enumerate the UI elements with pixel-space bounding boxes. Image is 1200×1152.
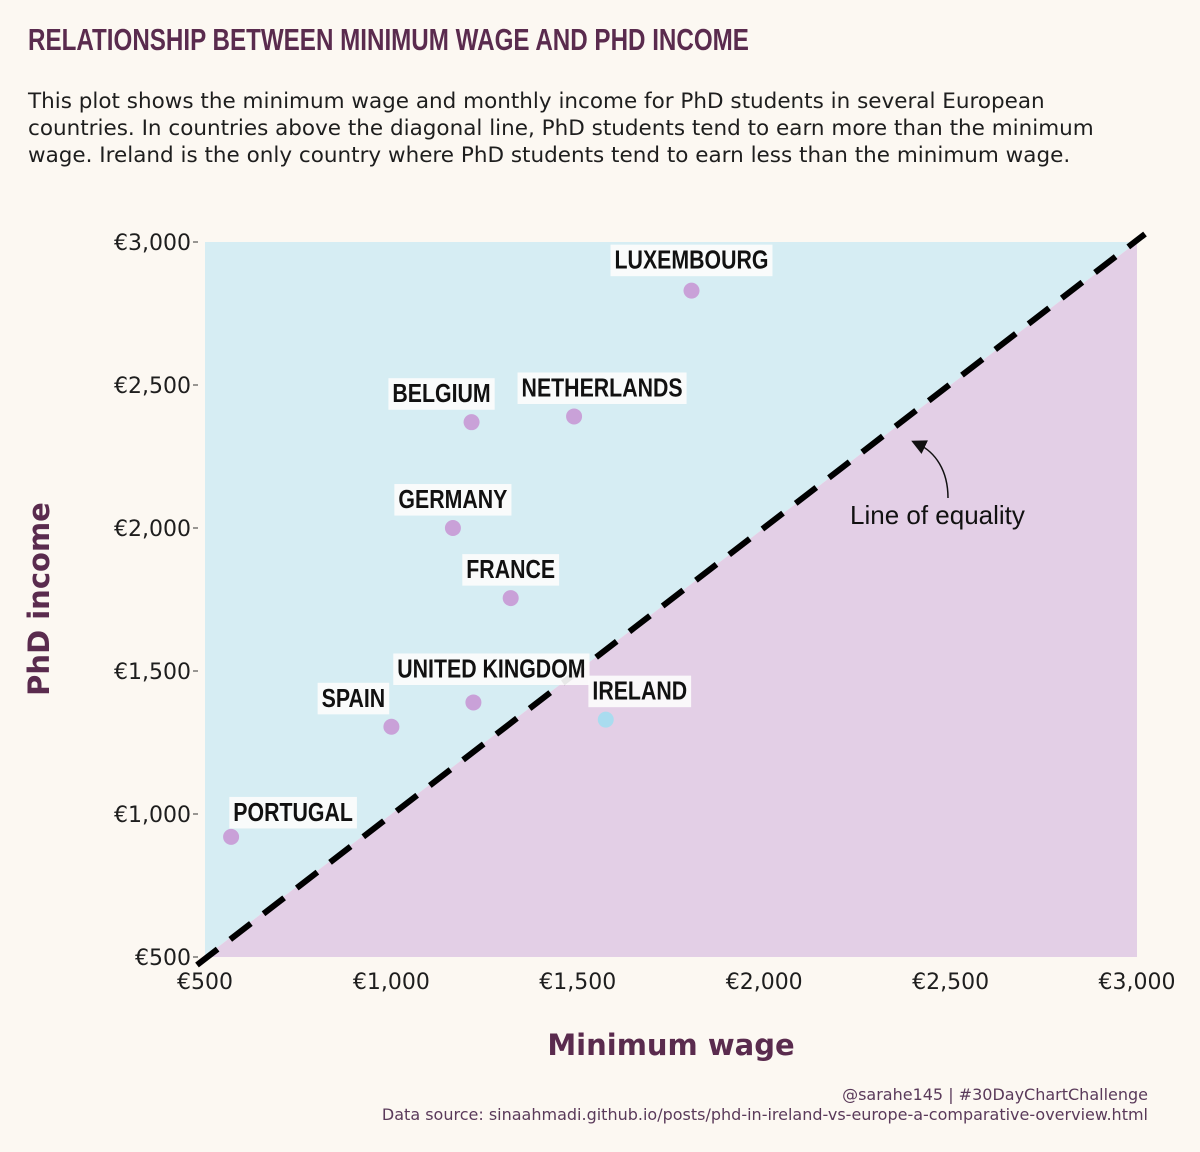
point-label-bg	[462, 554, 560, 586]
chart-title: RELATIONSHIP BETWEEN MINIMUM WAGE AND PH…	[28, 22, 749, 57]
x-tick-label: €2,500	[912, 970, 989, 995]
point-label-group: IRELAND	[588, 675, 692, 708]
x-tick-label: €3,000	[1099, 970, 1176, 995]
data-point	[383, 718, 400, 735]
y-tick-label: €1,000	[114, 803, 191, 828]
point-label: NETHERLANDS	[522, 373, 683, 403]
point-label: GERMANY	[398, 485, 507, 515]
data-point	[502, 590, 519, 607]
point-label-bg	[517, 372, 687, 405]
equality-annotation: Line of equality	[850, 500, 1025, 530]
point-label: FRANCE	[466, 555, 555, 585]
point-label: SPAIN	[322, 684, 386, 714]
y-tick-label: €3,000	[114, 231, 191, 256]
y-tick-label: €500	[135, 946, 191, 971]
point-label-group: LUXEMBOURG	[610, 244, 773, 277]
y-tick-label: €1,500	[114, 660, 191, 685]
point-label: PORTUGAL	[233, 798, 353, 828]
point-label-bg	[394, 484, 512, 516]
point-label-group: FRANCE	[462, 554, 560, 586]
point-label-bg	[610, 244, 773, 277]
equality-line	[195, 231, 1147, 968]
point-label-bg	[588, 675, 692, 708]
x-axis-title: Minimum wage	[547, 1028, 794, 1062]
point-label: LUXEMBOURG	[615, 246, 769, 276]
data-point	[465, 694, 482, 711]
point-label-group: NETHERLANDS	[517, 372, 687, 405]
point-label-group: SPAIN	[317, 682, 390, 715]
point-label: IRELAND	[592, 677, 687, 707]
point-label-group: BELGIUM	[388, 378, 495, 410]
data-point	[597, 711, 614, 728]
source-caption: Data source: sinaahmadi.github.io/posts/…	[381, 1105, 1148, 1124]
point-label-bg	[388, 378, 495, 410]
data-point	[566, 408, 583, 425]
data-point	[683, 282, 700, 299]
x-tick-label: €1,500	[539, 970, 616, 995]
point-label: UNITED KINGDOM	[397, 654, 585, 684]
point-label-group: UNITED KINGDOM	[393, 653, 590, 686]
x-tick-label: €1,000	[353, 970, 430, 995]
x-tick-label: €500	[177, 970, 233, 995]
y-axis-title: PhD income	[22, 502, 56, 696]
point-label-bg	[317, 682, 390, 715]
point-label-group: PORTUGAL	[229, 796, 357, 829]
point-label: BELGIUM	[392, 379, 490, 409]
data-point	[444, 520, 461, 536]
point-label-bg	[229, 796, 357, 829]
x-tick-label: €2,000	[726, 970, 803, 995]
data-point	[463, 414, 480, 431]
y-tick-label: €2,000	[114, 517, 191, 542]
point-label-bg	[393, 653, 590, 686]
point-label-group: GERMANY	[394, 484, 512, 516]
credit-caption: @sarahe145 | #30DayChartChallenge	[842, 1085, 1148, 1104]
y-tick-label: €2,500	[114, 374, 191, 399]
annotation-arrow	[911, 440, 949, 499]
data-point	[223, 828, 240, 845]
chart-subtitle: This plot shows the minimum wage and mon…	[28, 89, 1094, 168]
